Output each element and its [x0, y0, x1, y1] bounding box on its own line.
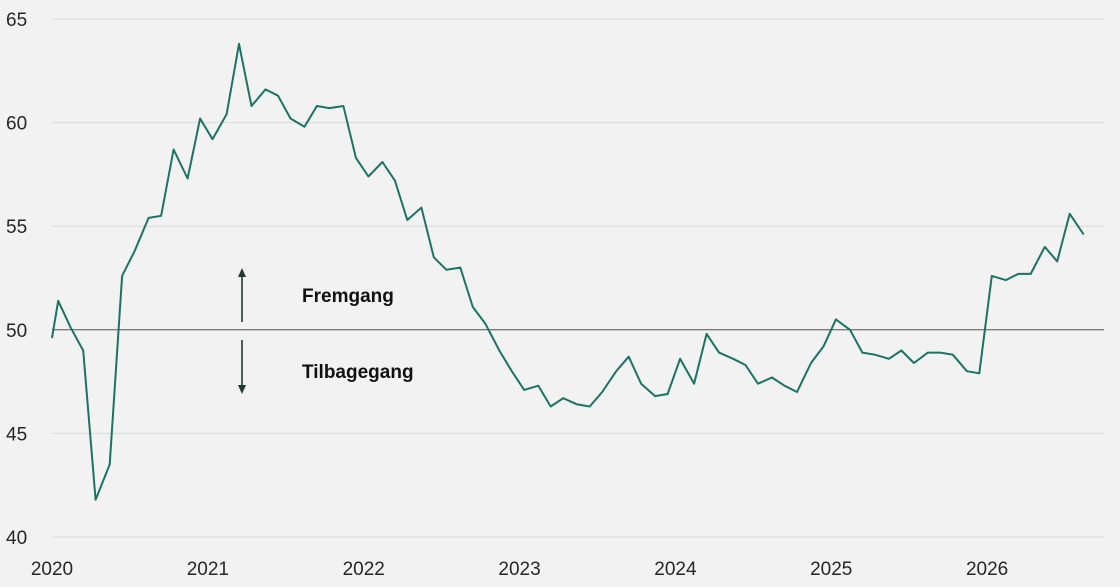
- y-axis-ticks: 40 45 50 55 60 65: [6, 10, 27, 549]
- direction-arrows: [238, 268, 246, 394]
- y-tick-label: 55: [6, 217, 27, 238]
- annotation-fremgang: Fremgang: [302, 286, 394, 307]
- y-tick-label: 45: [6, 424, 27, 445]
- x-tick-label: 2021: [187, 559, 229, 580]
- x-tick-label: 2020: [31, 559, 73, 580]
- down-arrow-icon: [238, 385, 246, 394]
- y-tick-label: 60: [6, 114, 27, 135]
- x-tick-label: 2025: [810, 559, 852, 580]
- y-tick-label: 50: [6, 321, 27, 342]
- x-tick-label: 2024: [654, 559, 697, 580]
- y-tick-label: 40: [6, 528, 27, 549]
- x-tick-label: 2023: [498, 559, 540, 580]
- annotation-tilbagegang: Tilbagegang: [302, 362, 414, 383]
- x-axis-ticks: 2020 2021 2022 2023 2024 2025 2026: [31, 559, 1008, 580]
- x-tick-label: 2026: [966, 559, 1008, 580]
- series-line: [51, 42, 1085, 501]
- y-tick-label: 65: [6, 10, 27, 31]
- gridlines: [52, 18, 1104, 538]
- up-arrow-icon: [238, 268, 246, 277]
- x-tick-label: 2022: [343, 559, 385, 580]
